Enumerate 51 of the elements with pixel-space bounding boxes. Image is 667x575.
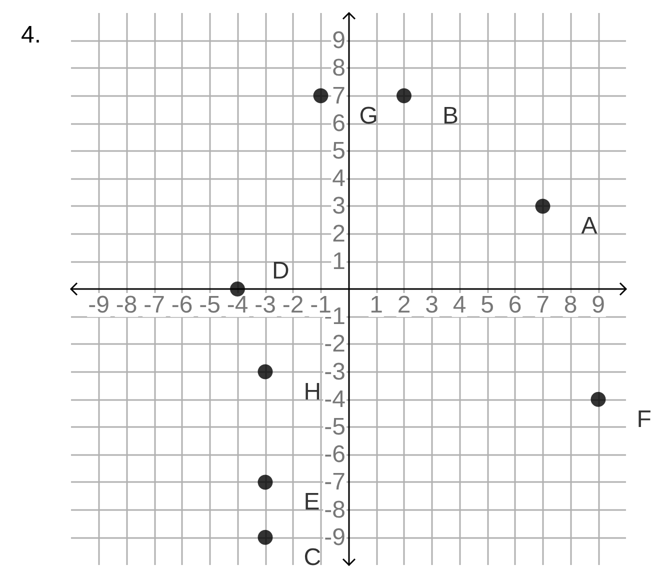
point bbox=[258, 474, 273, 490]
x-tick-label: -5 bbox=[199, 292, 220, 318]
x-tick-label: -8 bbox=[116, 292, 138, 318]
point bbox=[313, 88, 328, 104]
y-tick-label: -6 bbox=[324, 441, 346, 468]
point bbox=[258, 364, 273, 380]
x-tick-label: 2 bbox=[397, 292, 411, 318]
y-tick-label: 5 bbox=[332, 138, 346, 164]
x-tick-label: 7 bbox=[536, 292, 550, 318]
x-tick-label: -7 bbox=[144, 292, 165, 318]
x-tick-label: 5 bbox=[480, 292, 494, 318]
y-tick-label: -5 bbox=[324, 414, 346, 440]
data-label: D bbox=[272, 258, 290, 284]
x-tick-label: 6 bbox=[508, 292, 522, 318]
x-tick-label: -3 bbox=[254, 292, 276, 318]
y-tick-label: -2 bbox=[324, 330, 346, 358]
data-label: F bbox=[636, 406, 652, 433]
y-tick-label: -3 bbox=[324, 358, 346, 386]
data-label: E bbox=[304, 488, 320, 516]
x-tick-label: 9 bbox=[592, 292, 605, 318]
x-tick-label: 1 bbox=[370, 292, 383, 318]
data-label: B bbox=[442, 102, 459, 130]
y-tick-label: -9 bbox=[324, 524, 346, 551]
point bbox=[396, 88, 412, 104]
y-tick-label: 2 bbox=[332, 220, 346, 248]
x-tick-label: 4 bbox=[452, 292, 466, 318]
y-tick-label: 1 bbox=[332, 248, 346, 275]
x-tick-label: -2 bbox=[282, 292, 304, 318]
y-tick-label: 9 bbox=[332, 27, 346, 54]
y-tick-label: 8 bbox=[332, 54, 346, 82]
y-tick-label: 4 bbox=[332, 165, 346, 192]
data-label: A bbox=[581, 212, 598, 240]
data-label: C bbox=[304, 544, 322, 571]
point bbox=[590, 392, 606, 407]
x-tick-label: -4 bbox=[226, 292, 248, 318]
x-tick-label: -6 bbox=[171, 292, 193, 318]
y-tick-label: -8 bbox=[324, 496, 346, 524]
point bbox=[258, 530, 273, 545]
y-tick-label: 6 bbox=[332, 110, 346, 137]
y-tick-label: 3 bbox=[332, 192, 346, 220]
data-label: G bbox=[359, 102, 378, 130]
x-tick-label: -9 bbox=[88, 292, 110, 318]
chart-title: 4. bbox=[21, 22, 42, 48]
y-tick-label: -4 bbox=[324, 386, 346, 413]
x-tick-label: 3 bbox=[425, 292, 438, 318]
x-tick-label: 8 bbox=[564, 292, 578, 318]
y-tick-label: -7 bbox=[324, 468, 346, 496]
data-label: H bbox=[304, 378, 322, 406]
y-tick-label: 7 bbox=[332, 82, 346, 110]
point bbox=[230, 282, 245, 296]
point bbox=[535, 198, 550, 214]
